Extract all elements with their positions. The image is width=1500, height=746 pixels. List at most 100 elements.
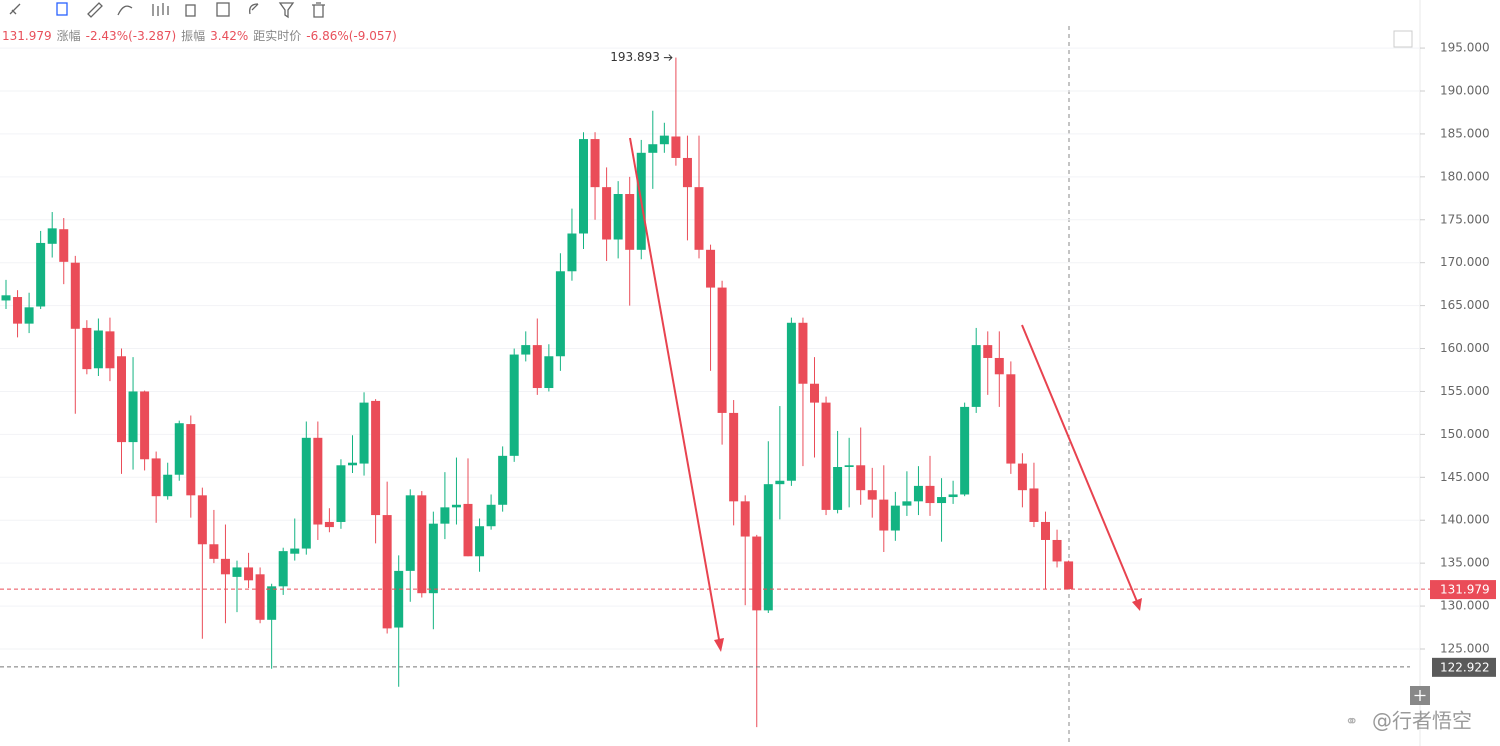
candle-body (1052, 539, 1062, 562)
candle-body (879, 499, 889, 531)
info-item: 距实时价 (253, 29, 302, 43)
candle-body (752, 536, 762, 611)
watermark-icon: ⚭ (1345, 712, 1358, 731)
candle-body (625, 194, 635, 250)
candle-body (890, 505, 900, 531)
candle-body (186, 424, 196, 496)
tool-icon[interactable] (249, 3, 259, 15)
candle-body (486, 504, 496, 527)
candle-body (590, 139, 600, 188)
tool-icon[interactable] (56, 2, 68, 16)
y-tick-label: 190.000 (1440, 83, 1490, 97)
candle-body (128, 391, 138, 443)
arrow-head (1132, 598, 1142, 611)
candle-body (925, 485, 935, 504)
candle-body (140, 391, 150, 460)
candle-body (82, 327, 92, 370)
tool-icon[interactable] (216, 2, 230, 17)
candle-body (301, 437, 311, 549)
y-tick-label: 160.000 (1440, 341, 1490, 355)
candle-body (405, 495, 415, 571)
candle-body (47, 228, 57, 244)
candle-body (1006, 374, 1016, 464)
candle-body (348, 462, 357, 466)
candle-body (729, 412, 739, 502)
candle-body (220, 558, 230, 575)
candle-body (197, 495, 207, 545)
candle-body (290, 548, 300, 554)
y-tick-label: 180.000 (1440, 169, 1490, 183)
candle-body (521, 345, 531, 355)
tool-icon[interactable] (312, 2, 325, 18)
candle-body (313, 437, 323, 525)
fullscreen-button[interactable] (1393, 30, 1413, 48)
candle-body (1064, 561, 1074, 590)
candle-body (960, 406, 970, 495)
candle-body (544, 356, 554, 389)
candle-body (463, 503, 473, 557)
y-tick-label: 170.000 (1440, 255, 1490, 269)
candle-body (567, 233, 577, 272)
candle-body (844, 465, 854, 468)
candle-body (913, 485, 923, 502)
candle-body (682, 157, 692, 188)
candle-body (417, 495, 427, 594)
candle-body (579, 139, 588, 234)
drawn-arrow (629, 137, 721, 646)
toolbar (9, 2, 325, 19)
candle-body (948, 494, 958, 498)
y-tick-label: 125.000 (1440, 641, 1490, 655)
watermark: @行者悟空 (1372, 709, 1472, 733)
candle-body (255, 574, 265, 620)
y-tick-label: 155.000 (1440, 384, 1490, 398)
tool-icon[interactable] (87, 2, 103, 18)
last-price-label: 131.979 (1440, 583, 1490, 597)
tool-icon[interactable] (9, 3, 21, 15)
candle-body (475, 526, 485, 557)
tool-icon[interactable] (152, 3, 169, 16)
candle-body (174, 423, 184, 475)
candle-body (555, 271, 565, 357)
plus-icon (1414, 690, 1426, 701)
arrow-head (714, 638, 724, 652)
candle-body (867, 490, 877, 500)
info-item: -2.43%(-3.287) (85, 29, 177, 43)
tool-icon[interactable] (278, 2, 295, 19)
ref-price-box (1432, 657, 1496, 677)
candle-body (36, 242, 46, 307)
candle-body (428, 523, 438, 594)
candle-body (602, 187, 612, 240)
y-tick-label: 185.000 (1440, 126, 1490, 140)
tool-icon[interactable] (117, 5, 133, 16)
candle-body (971, 345, 981, 407)
ref-price-label: 122.922 (1440, 660, 1490, 674)
candle-body (359, 402, 369, 464)
info-item: 振幅 (181, 29, 206, 43)
annotation-arrow (663, 54, 673, 61)
candle-body (151, 458, 161, 497)
candle-body (833, 467, 843, 510)
y-tick-label: 195.000 (1440, 41, 1490, 55)
info-item: 131.979 (2, 29, 52, 43)
y-tick-label: 150.000 (1440, 427, 1490, 441)
candle-body (798, 322, 808, 384)
candle-body (371, 400, 381, 516)
candle-body (786, 322, 796, 481)
candle-body (336, 465, 346, 522)
candle-body (740, 501, 750, 537)
candle-body (1041, 521, 1050, 540)
candle-body (902, 501, 912, 506)
candle-body (278, 551, 288, 587)
tool-icon[interactable] (185, 4, 196, 17)
candle-body (983, 345, 993, 358)
y-tick-label: 165.000 (1440, 298, 1490, 312)
candle-body (671, 136, 681, 158)
candle-body (93, 330, 103, 369)
candle-body (440, 507, 450, 524)
candle-body (24, 307, 34, 324)
candle-body (209, 544, 219, 559)
candle-body (1029, 488, 1039, 522)
candle-body (382, 515, 392, 629)
